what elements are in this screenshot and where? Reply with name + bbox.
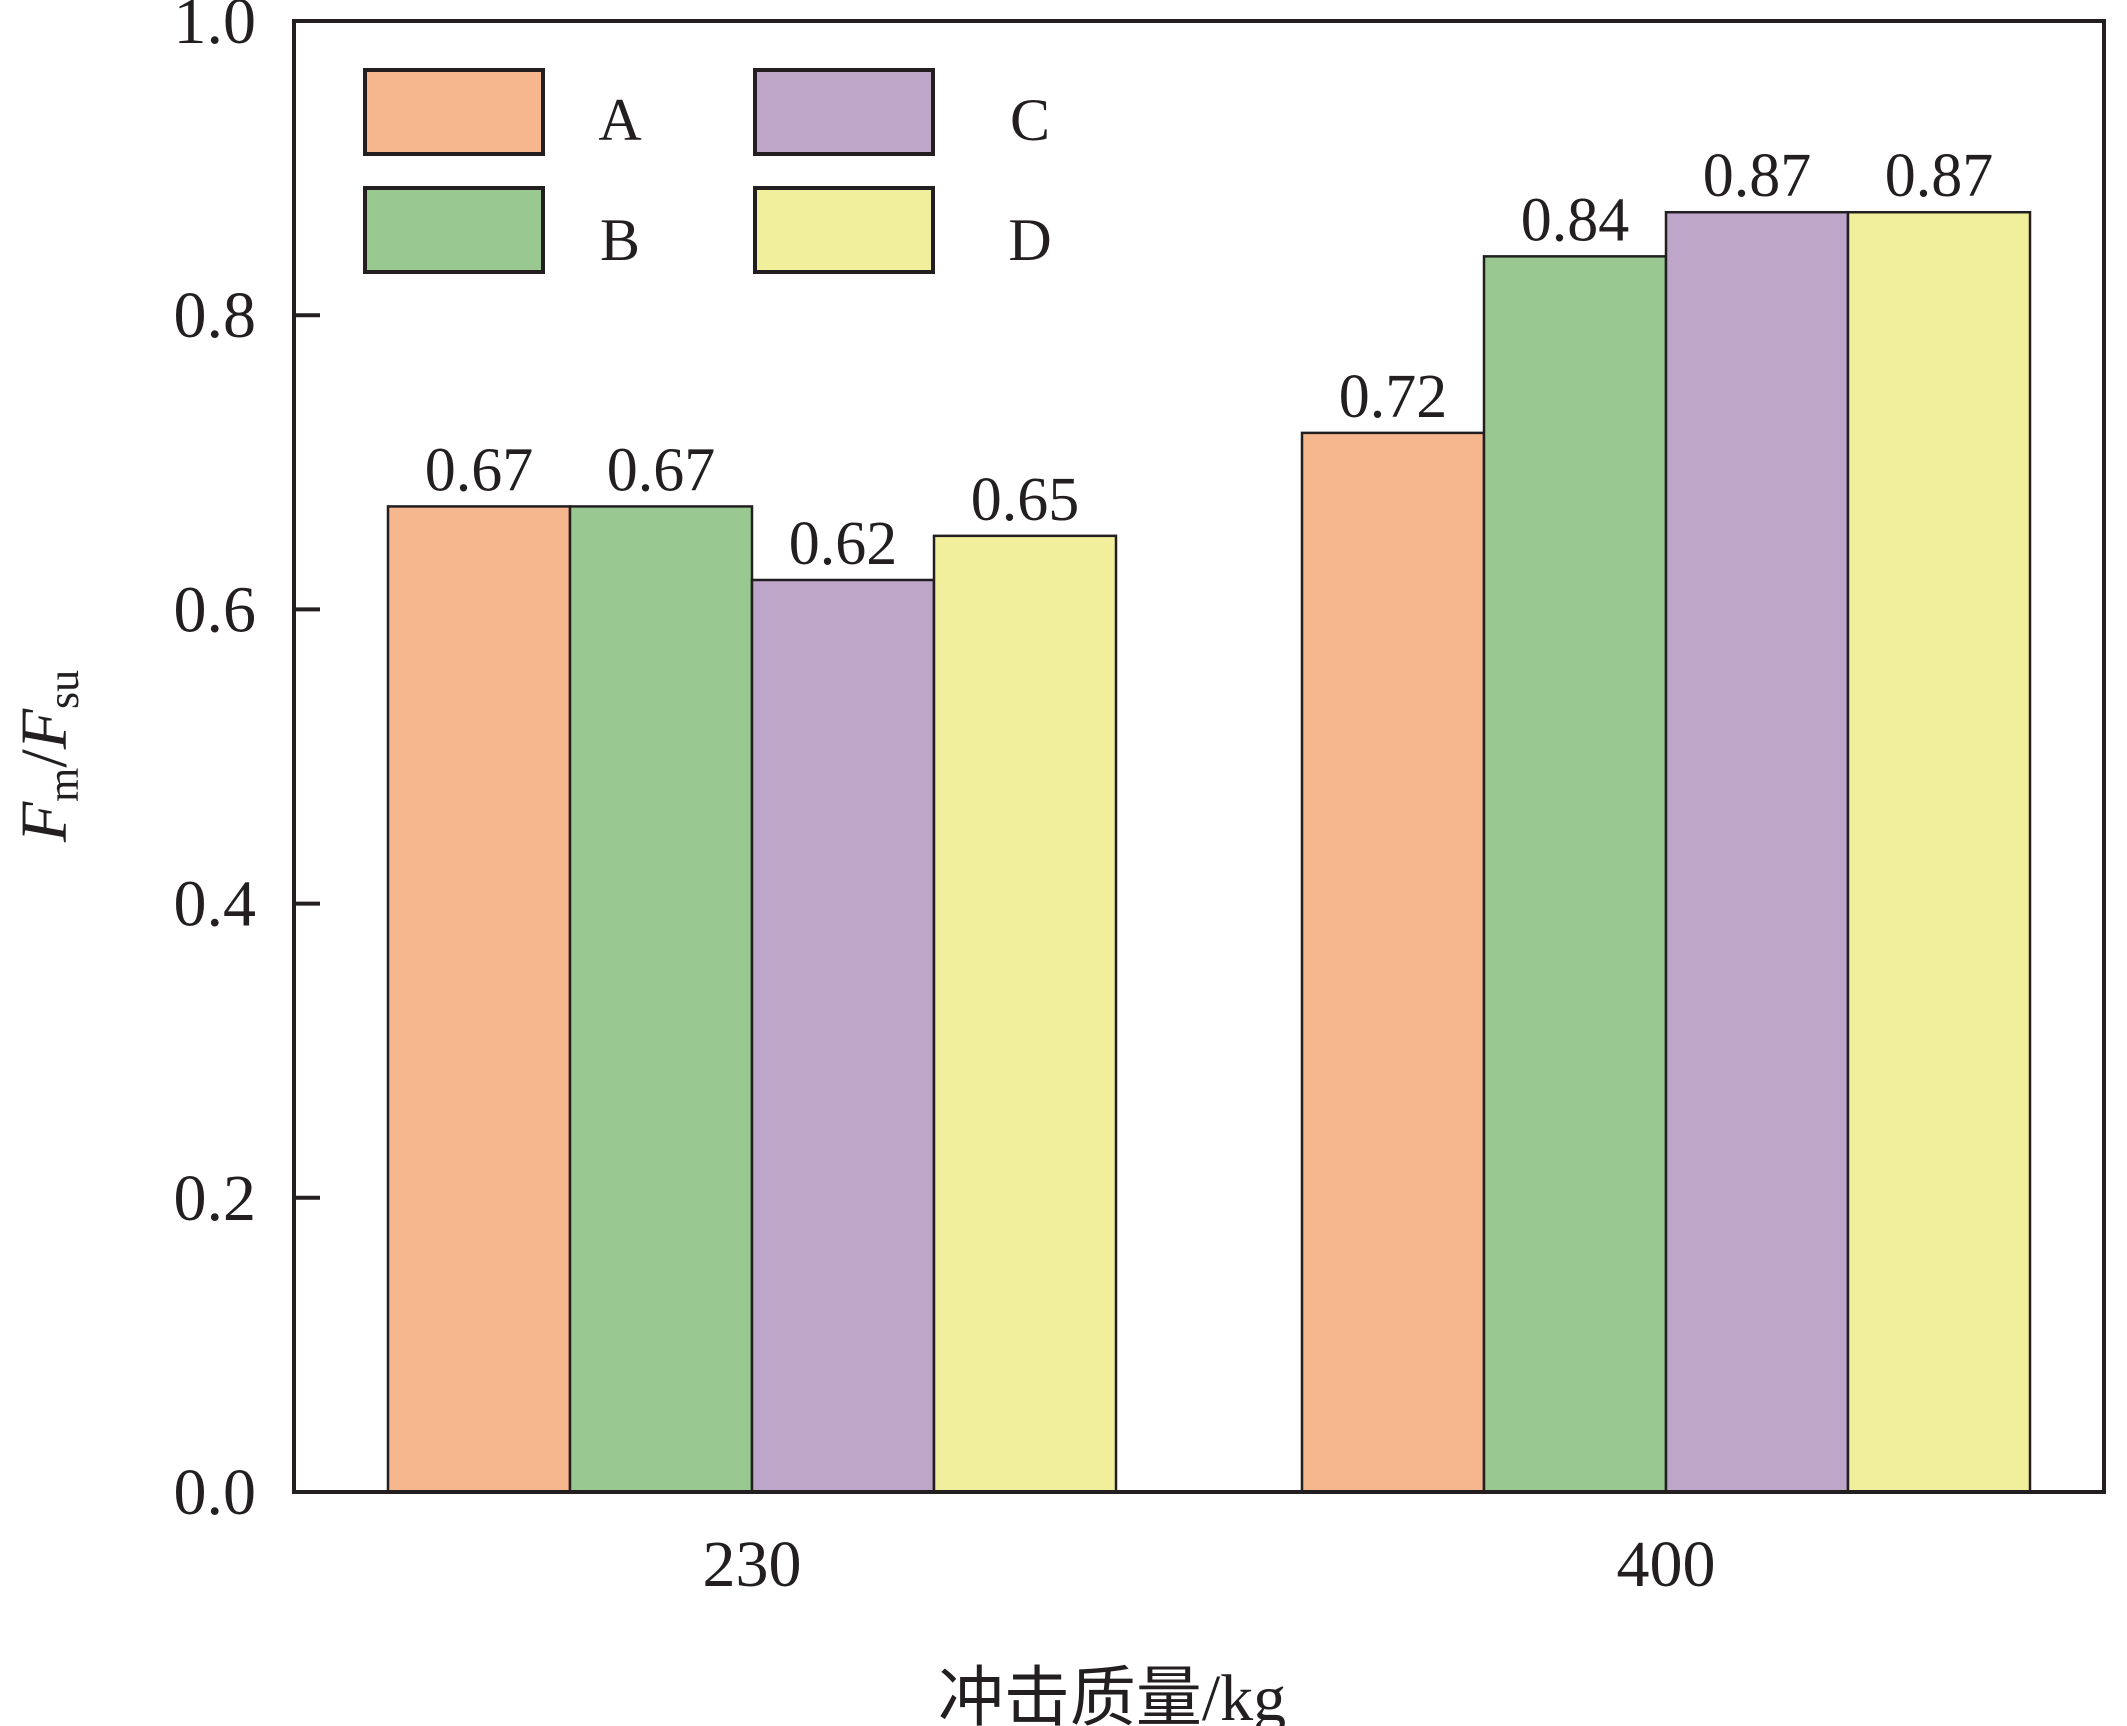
y-axis-title-main2: F <box>8 708 81 750</box>
x-axis-categories: 230 400 <box>703 1528 1716 1601</box>
x-axis-title: 冲击质量/kg <box>938 1662 1286 1726</box>
data-label-C-400: 0.87 <box>1703 142 1812 210</box>
legend-swatch-D <box>753 186 935 274</box>
y-tick-label: 0.2 <box>174 1162 257 1235</box>
bar-A-400 <box>1300 431 1486 1494</box>
y-axis-title-main1: F <box>8 801 81 843</box>
data-label-A-230: 0.67 <box>425 436 534 504</box>
data-label-B-230: 0.67 <box>607 436 716 504</box>
legend-label-C: C <box>1010 87 1050 153</box>
y-axis-ticks: 0.0 0.2 0.4 0.6 0.8 1.0 <box>174 0 320 1529</box>
y-axis-title-sub2: su <box>39 670 88 709</box>
y-axis-title-sep: / <box>8 749 81 768</box>
x-category-label: 400 <box>1617 1528 1716 1601</box>
y-tick-label: 1.0 <box>174 0 257 58</box>
data-label-A-400: 0.72 <box>1339 363 1448 431</box>
data-label-C-230: 0.62 <box>789 510 898 578</box>
legend-label-A: A <box>598 87 641 153</box>
legend-swatch-A <box>363 68 545 156</box>
data-label-D-400: 0.87 <box>1885 142 1994 210</box>
x-category-label: 230 <box>703 1528 802 1601</box>
bars-layer <box>386 210 2032 1494</box>
legend-label-D: D <box>1008 207 1051 273</box>
bar-B-400 <box>1482 255 1668 1494</box>
legend-label-B: B <box>600 207 640 273</box>
y-tick-label: 0.0 <box>174 1456 257 1529</box>
bar-B-230 <box>568 505 754 1494</box>
y-tick-label: 0.6 <box>174 573 257 646</box>
data-label-B-400: 0.84 <box>1521 186 1630 254</box>
data-labels-layer: 0.67 0.67 0.62 0.65 0.72 0.84 0.87 0.87 <box>425 142 1994 578</box>
legend: AB CD <box>363 68 1052 274</box>
y-axis-title-sub1: m <box>39 768 88 802</box>
plot-frame <box>292 19 2106 1494</box>
y-tick-label: 0.8 <box>174 279 257 352</box>
bar-D-230 <box>932 534 1118 1494</box>
bar-A-230 <box>386 505 572 1494</box>
y-tick-label: 0.4 <box>174 868 257 941</box>
bar-D-400 <box>1846 210 2032 1494</box>
legend-swatch-B <box>363 186 545 274</box>
bar-C-400 <box>1664 210 1850 1494</box>
legend-swatch-C <box>753 68 935 156</box>
data-label-D-230: 0.65 <box>971 466 1080 534</box>
y-axis-title: Fm/Fsu <box>8 670 88 843</box>
bar-C-230 <box>750 578 936 1494</box>
